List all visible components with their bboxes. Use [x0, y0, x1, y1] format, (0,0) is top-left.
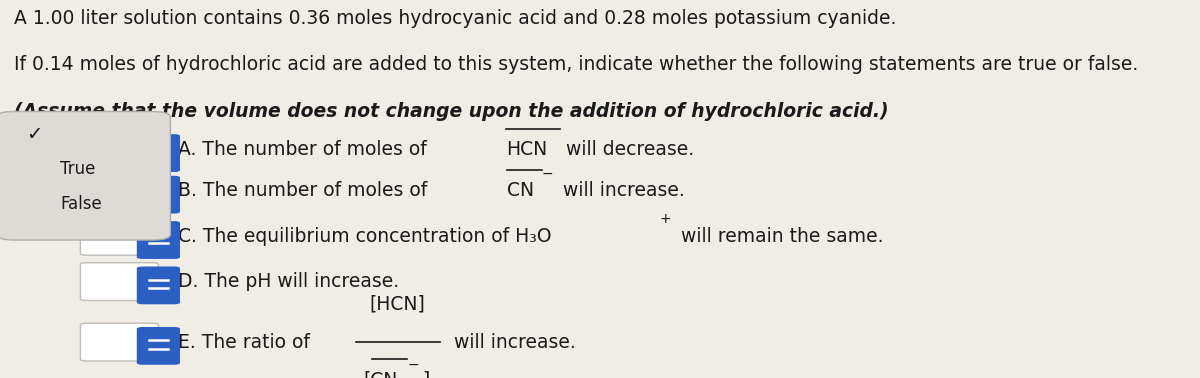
FancyBboxPatch shape [80, 263, 158, 301]
Text: [HCN]: [HCN] [370, 295, 426, 314]
Text: A. The number of moles of: A. The number of moles of [178, 140, 432, 159]
Text: C. The equilibrium concentration of H₃O: C. The equilibrium concentration of H₃O [178, 227, 551, 246]
FancyBboxPatch shape [137, 327, 180, 365]
FancyBboxPatch shape [137, 134, 180, 172]
Text: −: − [542, 167, 553, 181]
Text: ✓: ✓ [26, 125, 43, 144]
Text: HCN: HCN [506, 140, 547, 159]
Text: B. The number of moles of: B. The number of moles of [178, 181, 433, 200]
Text: will increase.: will increase. [557, 181, 685, 200]
Text: ]: ] [422, 370, 430, 378]
FancyBboxPatch shape [137, 266, 180, 304]
FancyBboxPatch shape [80, 323, 158, 361]
Text: +: + [660, 212, 671, 226]
Text: [CN: [CN [364, 370, 397, 378]
Text: (Assume that the volume does not change upon the addition of hydrochloric acid.): (Assume that the volume does not change … [14, 102, 889, 121]
Text: False: False [60, 195, 102, 213]
Text: will decrease.: will decrease. [559, 140, 694, 159]
Text: D. The pH will increase.: D. The pH will increase. [178, 272, 398, 291]
Text: If 0.14 moles of hydrochloric acid are added to this system, indicate whether th: If 0.14 moles of hydrochloric acid are a… [14, 55, 1139, 74]
Text: CN: CN [506, 181, 534, 200]
Text: will increase.: will increase. [454, 333, 576, 352]
Text: A 1.00 liter solution contains 0.36 moles hydrocyanic acid and 0.28 moles potass: A 1.00 liter solution contains 0.36 mole… [14, 9, 896, 28]
FancyBboxPatch shape [80, 217, 158, 255]
Text: E. The ratio of: E. The ratio of [178, 333, 316, 352]
FancyBboxPatch shape [137, 176, 180, 214]
FancyBboxPatch shape [137, 221, 180, 259]
Text: will remain the same.: will remain the same. [674, 227, 883, 246]
Text: −: − [408, 358, 419, 372]
Text: True: True [60, 160, 95, 178]
FancyBboxPatch shape [0, 112, 170, 240]
